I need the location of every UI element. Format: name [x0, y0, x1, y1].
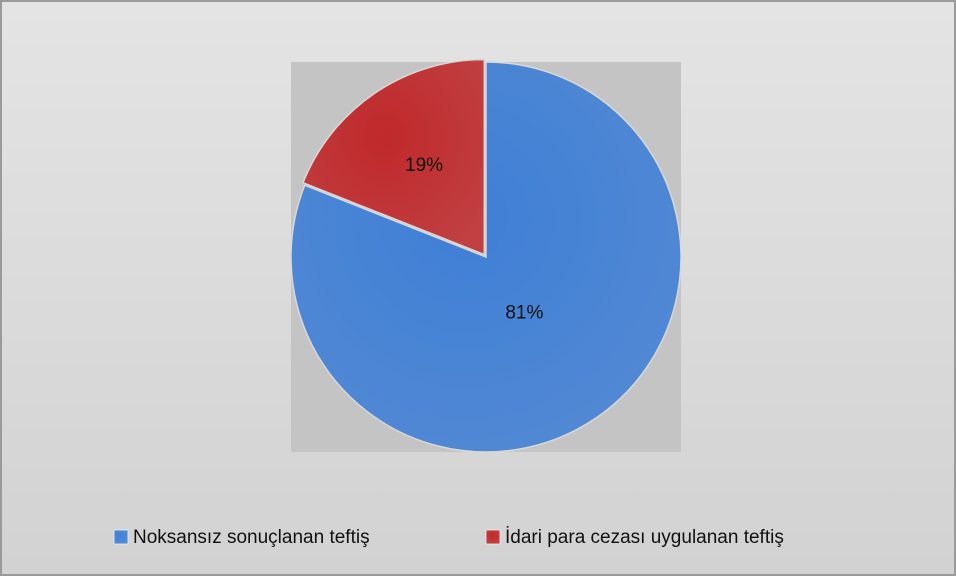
- legend-swatch: [485, 529, 501, 545]
- data-label: 19%: [405, 155, 443, 176]
- legend-label: İdari para cezası uygulanan teftiş: [505, 527, 784, 548]
- legend-swatch: [113, 529, 129, 545]
- legend-label: Noksansız sonuçlanan teftiş: [133, 527, 370, 548]
- pie-slice: [302, 58, 486, 256]
- data-label: 81%: [505, 302, 543, 323]
- pie-slice: [290, 61, 682, 453]
